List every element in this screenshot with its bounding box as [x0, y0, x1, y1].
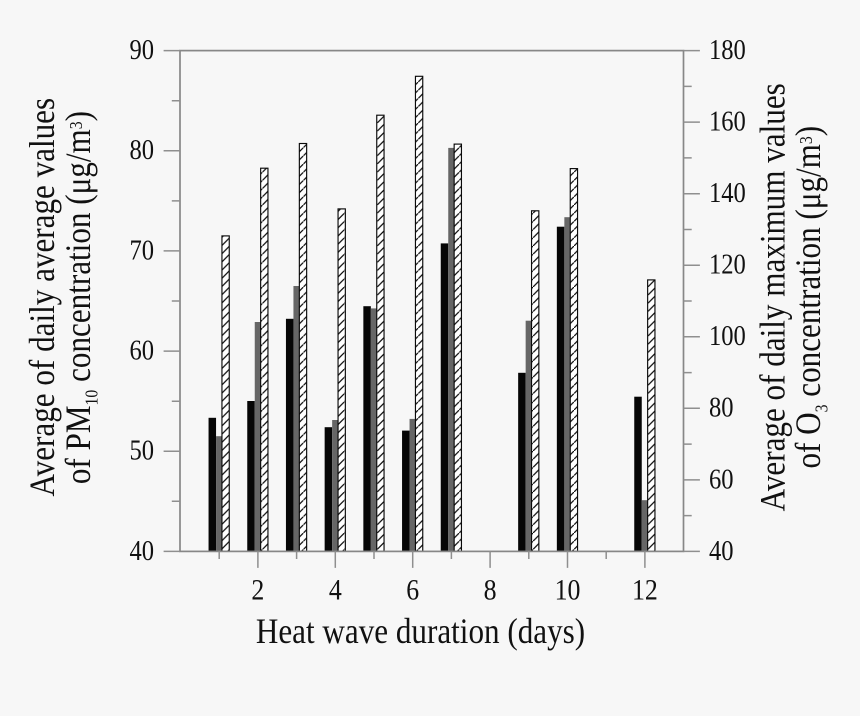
svg-text:4: 4: [329, 574, 342, 607]
svg-text:10: 10: [555, 574, 581, 607]
svg-text:8: 8: [484, 574, 497, 607]
svg-text:60: 60: [129, 335, 154, 366]
svg-text:120: 120: [709, 249, 746, 280]
svg-text:40: 40: [709, 535, 734, 566]
svg-text:Average of daily maximum value: Average of daily maximum values: [754, 83, 793, 511]
svg-text:Average of daily average value: Average of daily average values: [23, 98, 62, 497]
svg-text:of O3 concentration (μg/m3): of O3 concentration (μg/m3): [789, 126, 832, 469]
svg-text:6: 6: [406, 574, 419, 607]
svg-text:180: 180: [709, 35, 746, 66]
svg-text:60: 60: [709, 464, 734, 495]
svg-text:50: 50: [129, 435, 154, 466]
svg-text:40: 40: [129, 535, 154, 566]
svg-text:Heat wave duration (days): Heat wave duration (days): [256, 612, 585, 651]
svg-text:2: 2: [251, 574, 264, 607]
svg-text:90: 90: [129, 35, 154, 66]
svg-text:70: 70: [129, 235, 154, 266]
svg-text:160: 160: [709, 106, 746, 137]
svg-text:100: 100: [709, 321, 746, 352]
svg-text:12: 12: [632, 574, 658, 607]
svg-text:80: 80: [709, 392, 734, 423]
svg-text:80: 80: [129, 135, 154, 166]
svg-text:140: 140: [709, 178, 746, 209]
svg-text:of PM10 concentration (μg/m3): of PM10 concentration (μg/m3): [59, 111, 102, 484]
